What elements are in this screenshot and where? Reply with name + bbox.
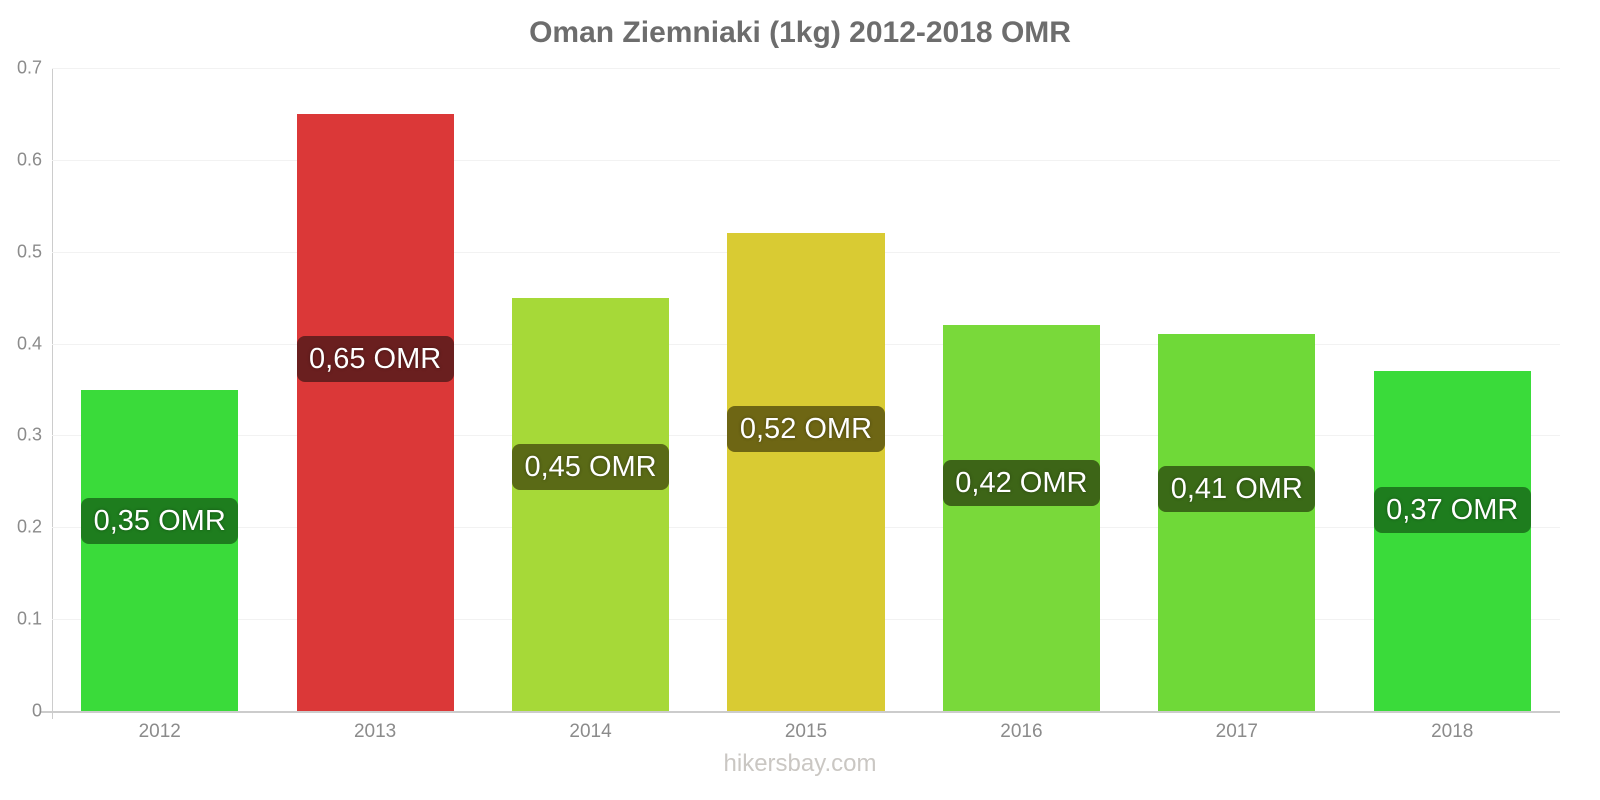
plot-area: 0,35 OMR 0,65 OMR 0,45 OMR 0,52 OMR 0,42 OMR…	[52, 68, 1560, 711]
y-tick-label: 0.7	[16, 57, 42, 78]
y-tick-label: 0.2	[16, 516, 42, 537]
x-axis-line	[40, 711, 1560, 713]
x-label-2012: 2012	[138, 721, 181, 742]
x-label-2016: 2016	[1000, 721, 1043, 742]
x-label-2018: 2018	[1431, 721, 1474, 742]
bar-2016[interactable]: 0,42 OMR	[942, 325, 1101, 711]
bar-slot-2018: 0,37 OMR	[1345, 68, 1560, 711]
bar-slot-2012: 0,35 OMR	[52, 68, 267, 711]
bar-2015[interactable]: 0,52 OMR	[727, 233, 885, 711]
x-label-2017: 2017	[1215, 721, 1258, 742]
y-axis-line	[52, 68, 53, 719]
gridline	[52, 68, 1560, 69]
bars-container: 0,35 OMR 0,65 OMR 0,45 OMR 0,52 OMR 0,42 OMR…	[52, 68, 1560, 711]
y-tick-label: 0.6	[16, 149, 42, 170]
y-tick-label: 0	[31, 700, 42, 721]
chart-title: Oman Ziemniaki (1kg) 2012-2018 OMR	[529, 16, 1071, 49]
gridline	[52, 159, 1560, 161]
bar-value-label-2012: 0,35 OMR	[81, 498, 239, 545]
x-label-2013: 2013	[353, 721, 397, 742]
bar-value-label-2013: 0,65 OMR	[296, 335, 454, 382]
bar-slot-2016: 0,42 OMR	[914, 68, 1129, 711]
bar-value-label-2016: 0,42 OMR	[942, 460, 1101, 507]
bar-2014[interactable]: 0,45 OMR	[511, 297, 670, 711]
bar-2012[interactable]: 0,35 OMR	[81, 389, 239, 711]
x-label-2014: 2014	[569, 721, 612, 742]
bar-value-label-2014: 0,45 OMR	[511, 444, 670, 491]
bar-slot-2014: 0,45 OMR	[483, 68, 698, 711]
x-axis-labels: 2012 2013 2014 2015 2016 2017 2018	[52, 721, 1560, 743]
bar-value-label-2015: 0,52 OMR	[727, 406, 885, 453]
x-label-2015: 2015	[784, 721, 828, 742]
bar-2018[interactable]: 0,37 OMR	[1373, 371, 1531, 711]
bar-2017[interactable]: 0,41 OMR	[1158, 334, 1316, 711]
y-tick-label: 0.1	[16, 608, 42, 629]
watermark: hikersbay.com	[723, 750, 877, 777]
bar-value-label-2017: 0,41 OMR	[1158, 465, 1316, 512]
y-tick-label: 0.5	[16, 241, 42, 262]
bar-2013[interactable]: 0,65 OMR	[296, 113, 454, 711]
y-tick-label: 0.4	[16, 333, 42, 354]
bar-value-label-2018: 0,37 OMR	[1373, 487, 1531, 534]
y-tick-label: 0.3	[16, 424, 42, 445]
bar-slot-2017: 0,41 OMR	[1129, 68, 1344, 711]
bar-slot-2013: 0,65 OMR	[267, 68, 482, 711]
bar-slot-2015: 0,52 OMR	[698, 68, 913, 711]
